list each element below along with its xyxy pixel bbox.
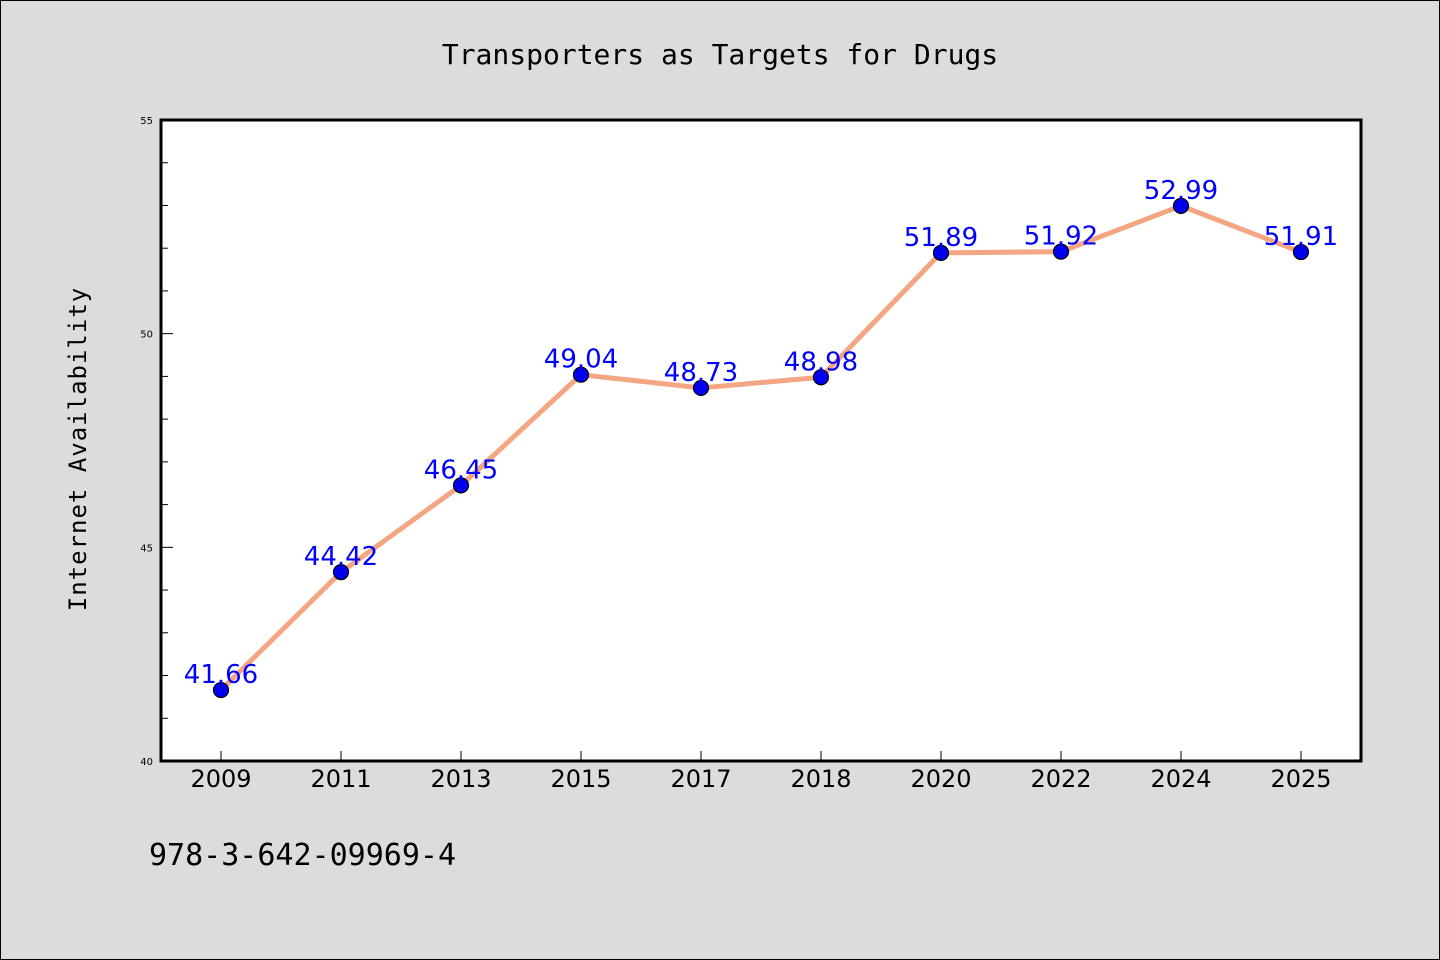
x-axis-ticks: 2009 2011 2013 2015 2017 2018 2020 2022 2024 2025 (190, 751, 1332, 793)
chart-title: Transporters as Targets for Drugs (442, 38, 998, 71)
y-tick-label: 50 (140, 330, 153, 341)
data-point (692, 379, 710, 397)
data-label: 52.99 (1144, 176, 1218, 206)
x-tick-label: 2017 (670, 765, 731, 793)
y-tick-label: 55 (140, 116, 153, 127)
x-tick-label: 2018 (790, 765, 851, 793)
x-tick-label: 2015 (550, 765, 611, 793)
x-tick-label: 2022 (1030, 765, 1091, 793)
x-tick-label: 2009 (190, 765, 251, 793)
y-tick-label: 40 (140, 757, 153, 768)
plot-area (159, 118, 1363, 763)
series-line (218, 203, 1304, 693)
x-tick-label: 2025 (1270, 765, 1331, 793)
x-tick-label: 2011 (310, 765, 371, 793)
data-point (572, 366, 590, 383)
data-point (1172, 197, 1190, 214)
data-point (212, 681, 230, 699)
data-label: 46.45 (424, 455, 498, 485)
series-layer: 41.66 44.42 46.45 49.04 48.73 48.98 51.89 51.92… (184, 176, 1338, 699)
data-point (1292, 243, 1310, 261)
data-point (1052, 243, 1070, 260)
data-label: 41.66 (184, 660, 258, 690)
x-tick-label: 2024 (1150, 765, 1211, 793)
data-point (932, 244, 950, 262)
x-tick-label: 2020 (910, 765, 971, 793)
x-tick-label: 2013 (430, 765, 491, 793)
y-axis-ticks: 40 45 50 55 (140, 116, 173, 768)
data-label: 49.04 (544, 345, 618, 375)
data-label: 51.91 (1264, 222, 1338, 252)
data-point (332, 564, 350, 581)
data-label: 51.89 (904, 223, 978, 253)
data-label: 48.98 (784, 347, 858, 377)
data-point (812, 369, 830, 386)
data-label: 44.42 (304, 542, 378, 572)
data-label: 48.73 (664, 358, 738, 388)
data-point (452, 477, 470, 494)
y-tick-label: 45 (140, 543, 153, 554)
footer-code: 978-3-642-09969-4 (149, 838, 456, 873)
y-axis-label: Internet Availability (64, 287, 92, 611)
data-label: 51.92 (1024, 222, 1098, 252)
